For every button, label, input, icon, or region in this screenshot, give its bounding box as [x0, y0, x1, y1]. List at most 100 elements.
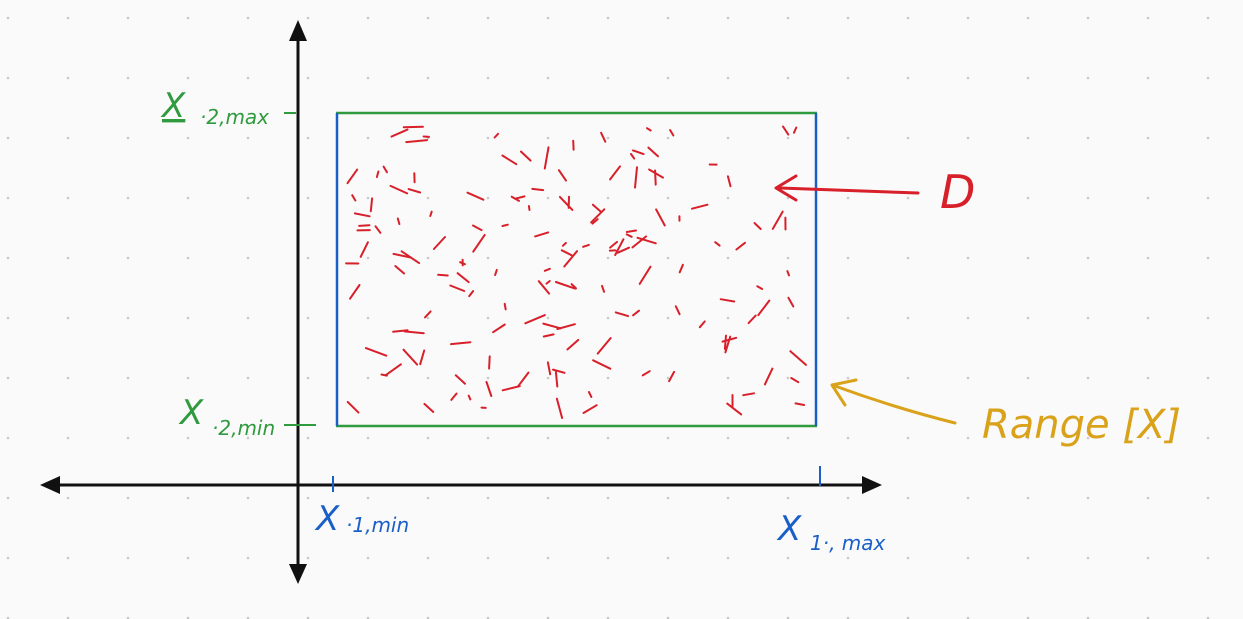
grid-dot	[726, 616, 730, 619]
grid-dot	[1146, 496, 1150, 500]
grid-dot	[1146, 436, 1150, 440]
domain-dash	[678, 263, 684, 274]
grid-dot	[426, 376, 430, 380]
domain-dash	[384, 363, 402, 377]
domain-dash	[592, 359, 612, 370]
grid-dot	[966, 616, 970, 619]
grid-dot	[906, 316, 910, 320]
grid-dot	[486, 376, 490, 380]
domain-dash	[552, 368, 566, 374]
grid-dot	[246, 376, 250, 380]
grid-dot	[606, 256, 610, 260]
grid-dot	[906, 376, 910, 380]
domain-dash	[625, 233, 633, 238]
grid-dot	[126, 496, 130, 500]
grid-dot	[366, 436, 370, 440]
domain-dash	[358, 224, 371, 227]
domain-dash	[432, 236, 446, 250]
grid-dot	[486, 76, 490, 80]
domain-dash	[630, 153, 636, 160]
x2-max-sub: ·2,max	[200, 105, 269, 129]
grid-dot	[906, 556, 910, 560]
domain-dash	[647, 146, 659, 158]
domain-dash	[782, 125, 790, 136]
grid-dot	[1206, 556, 1210, 560]
grid-dot	[846, 556, 850, 560]
grid-dot	[546, 556, 550, 560]
domain-dash	[786, 270, 790, 277]
grid-dot	[846, 376, 850, 380]
grid-dot	[1026, 196, 1030, 200]
domain-dash	[450, 392, 458, 401]
domain-dash	[793, 126, 798, 134]
domain-dash	[519, 150, 532, 162]
domain-dash	[543, 146, 550, 170]
grid-dot	[366, 556, 370, 560]
domain-dash	[382, 165, 388, 174]
grid-dot	[846, 196, 850, 200]
grid-dot	[1146, 556, 1150, 560]
grid-dot	[1086, 436, 1090, 440]
grid-dot	[1026, 256, 1030, 260]
domain-dash	[364, 347, 388, 357]
grid-dot	[786, 376, 790, 380]
grid-dot	[366, 616, 370, 619]
x1-min-label: X ·1,min	[314, 499, 409, 539]
grid-dot	[366, 376, 370, 380]
grid-dot	[6, 376, 10, 380]
domain-dash	[346, 168, 359, 185]
grid-dot	[1086, 256, 1090, 260]
grid-dot	[246, 496, 250, 500]
domain-dash	[614, 311, 630, 318]
domain-dash	[789, 350, 807, 366]
domain-dash	[545, 280, 551, 285]
grid-dot	[726, 316, 730, 320]
grid-dot	[426, 556, 430, 560]
grid-dot	[426, 616, 430, 619]
grid-dot	[546, 436, 550, 440]
domain-dash	[419, 349, 426, 366]
grid-dot	[786, 16, 790, 20]
grid-dot	[1086, 316, 1090, 320]
grid-dot	[666, 196, 670, 200]
grid-dot	[306, 316, 310, 320]
domain-annotation: D	[774, 165, 975, 219]
domain-dash	[389, 184, 409, 195]
domain-dash	[375, 170, 380, 178]
grid-dot	[906, 16, 910, 20]
grid-dot	[426, 196, 430, 200]
domain-dash	[450, 341, 472, 346]
grid-dot	[786, 256, 790, 260]
grid-dot	[1146, 76, 1150, 80]
domain-dash	[542, 322, 562, 330]
grid-dot	[1086, 76, 1090, 80]
grid-dot	[126, 136, 130, 140]
grid-dot	[186, 376, 190, 380]
domain-dash	[691, 203, 709, 210]
domain-dash	[771, 210, 784, 230]
domain-dash	[757, 299, 771, 317]
range-rectangle	[335, 111, 818, 428]
range-annotation: Range [X]	[830, 378, 1181, 448]
grid-dot	[306, 16, 310, 20]
grid-dot	[606, 436, 610, 440]
grid-dot	[6, 76, 10, 80]
grid-dot	[606, 16, 610, 20]
grid-dot	[666, 496, 670, 500]
grid-dot	[606, 316, 610, 320]
domain-dash	[405, 139, 429, 144]
grid-dot	[906, 436, 910, 440]
grid-dot	[66, 16, 70, 20]
domain-dash	[437, 273, 449, 277]
domain-dash	[714, 241, 721, 247]
grid-dot	[246, 256, 250, 260]
domain-dash	[566, 338, 580, 351]
domain-dash	[351, 194, 357, 202]
grid-dot	[1146, 196, 1150, 200]
grid-dot	[666, 316, 670, 320]
domain-dash	[537, 280, 551, 295]
grid-dot	[366, 256, 370, 260]
domain-dash	[369, 197, 374, 213]
domain-dash	[563, 250, 578, 268]
grid-dot	[1086, 196, 1090, 200]
